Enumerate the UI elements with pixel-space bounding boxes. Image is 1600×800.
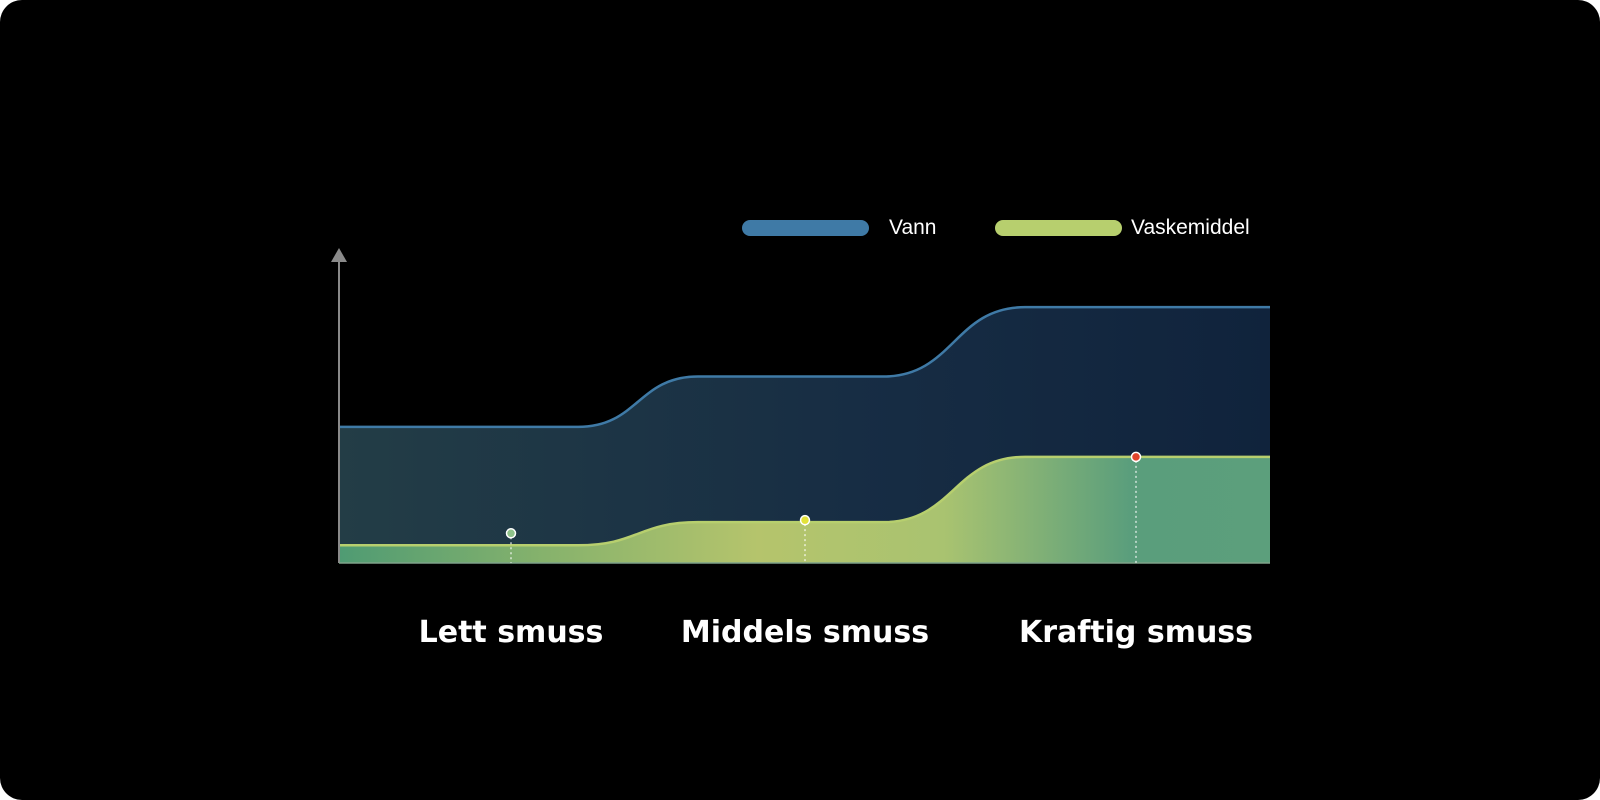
- legend-swatch: [995, 220, 1122, 236]
- category-label: Lett smuss: [419, 615, 604, 650]
- series-line-vann: [339, 305, 1270, 429]
- legend-label: Vaskemiddel: [1131, 216, 1250, 239]
- legend-swatch: [742, 220, 869, 236]
- series-line-vaskemiddel: [339, 455, 1270, 547]
- category-label: Kraftig smuss: [1019, 615, 1253, 650]
- data-point-vaskemiddel: [1130, 451, 1142, 463]
- series-area-vaskemiddel: [339, 456, 1270, 563]
- legend-label: Vann: [889, 216, 937, 239]
- data-point-vaskemiddel: [505, 528, 517, 539]
- data-point-vaskemiddel: [799, 514, 811, 526]
- category-label: Middels smuss: [681, 615, 929, 650]
- y-axis-arrow-icon: [331, 248, 347, 262]
